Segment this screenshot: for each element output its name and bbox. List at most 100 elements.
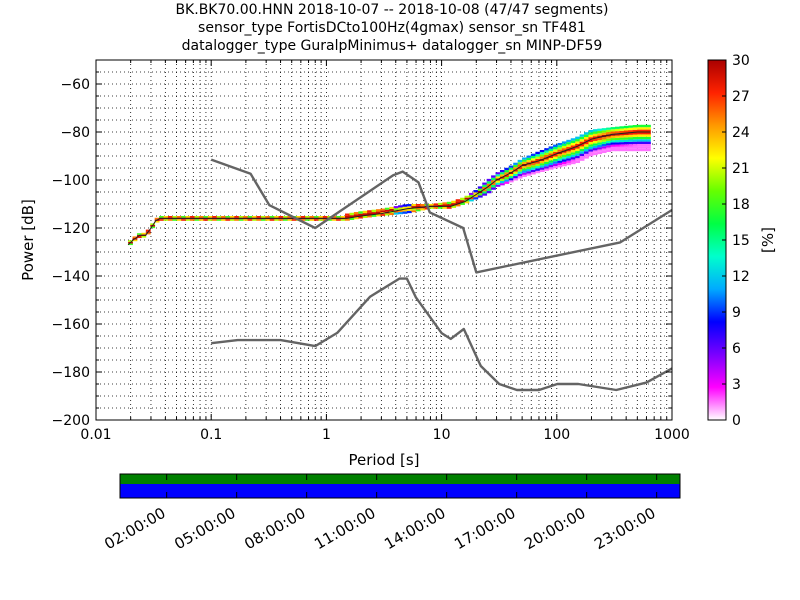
psd-density-cell (256, 219, 262, 221)
psd-density-cell (367, 210, 372, 213)
coverage-bar (120, 484, 680, 498)
psd-density-cell (508, 169, 514, 172)
psd-density-cell (491, 177, 496, 181)
psd-density-cell (535, 151, 541, 155)
psd-density-cell (499, 180, 505, 184)
psd-density-cell (530, 160, 536, 163)
psd-density-cell (570, 152, 576, 155)
psd-density-cell (610, 127, 616, 130)
psd-density-cell (128, 240, 133, 242)
psd-density-cell (495, 184, 501, 187)
psd-density-cell (415, 207, 421, 210)
psd-density-cell (442, 202, 448, 205)
psd-density-cell (597, 137, 603, 141)
x-axis-label: Period [s] (348, 451, 419, 469)
psd-density-cell (610, 135, 616, 139)
psd-density-cell (353, 216, 359, 220)
psd-density-cell (371, 214, 377, 217)
psd-density-cell (167, 219, 173, 221)
psd-density-cell (185, 216, 191, 218)
x-axis: 0.01 0.1 1 10 100 1000 Period [s] (80, 60, 690, 469)
psd-density-cell (238, 216, 244, 218)
psd-density-cell (584, 151, 589, 154)
psd-density-cell (141, 232, 147, 235)
colorbar-tick-label: 6 (732, 341, 741, 357)
psd-density-cell (632, 125, 638, 128)
psd-density-cell (539, 149, 545, 153)
psd-density-cell (473, 197, 479, 200)
psd-density-cell (486, 183, 492, 187)
psd-density-cell (353, 214, 359, 217)
psd-density-cell (548, 158, 554, 161)
psd-density-cell (566, 139, 572, 143)
psd-density-cell (526, 160, 532, 163)
psd-density-cell (176, 216, 182, 218)
psd-density-cell (588, 146, 594, 150)
psd-density-cell (557, 147, 563, 150)
psd-density-cell (442, 206, 448, 209)
psd-density-cell (477, 193, 483, 196)
psd-density-cell (579, 153, 585, 157)
psd-density-cell (402, 206, 408, 210)
psd-density-cell (579, 151, 585, 154)
psd-density-cell (570, 159, 576, 162)
psd-density-cell (575, 143, 581, 147)
psd-density-cell (641, 127, 647, 130)
psd-density-cell (340, 216, 346, 218)
psd-density-cell (150, 223, 156, 225)
psd-density-cell (283, 216, 288, 218)
psd-density-cell (561, 159, 567, 162)
psd-density-cell (623, 135, 629, 138)
psd-density-cell (504, 172, 510, 175)
psd-density-cell (486, 178, 492, 182)
x-tick-label: 1000 (654, 427, 690, 443)
psd-density-cell (566, 162, 572, 166)
psd-density-cell (327, 219, 333, 221)
y-axis-label: Power [dB] (19, 199, 37, 281)
y-tick-label: −140 (52, 269, 90, 285)
psd-density-cell (588, 134, 594, 138)
psd-density-cell (592, 143, 598, 146)
psd-density-cell (597, 147, 603, 150)
title-line-3: datalogger_type GuralpMinimus+ datalogge… (181, 38, 603, 54)
psd-density-cell (610, 138, 616, 141)
psd-density-cell (615, 133, 620, 136)
psd-density-cell (610, 144, 616, 147)
psd-density-cell (646, 132, 651, 135)
psd-density-cell (530, 162, 536, 166)
psd-density-cell (314, 216, 319, 218)
psd-density-cell (641, 146, 647, 149)
psd-density-cell (305, 216, 311, 218)
psd-density-cell (429, 203, 434, 206)
psd-density-cell (420, 204, 426, 207)
psd-density-cell (437, 204, 443, 207)
colorbar-tick-label: 18 (732, 197, 750, 213)
psd-density-cell (544, 148, 550, 151)
psd-density-cell (358, 216, 364, 219)
psd-density-cell (570, 161, 576, 165)
colorbar-tick-label: 0 (732, 413, 741, 429)
psd-density-cell (464, 195, 470, 198)
psd-density-cell (584, 132, 589, 135)
psd-density-cell (632, 146, 638, 149)
psd-density-cell (619, 128, 625, 131)
psd-density-cell (570, 154, 576, 158)
psd-density-cell (203, 219, 209, 221)
time-tick-label: 20:00:00 (521, 504, 588, 553)
psd-density-cell (610, 129, 616, 132)
psd-density-cell (646, 141, 651, 144)
psd-density-cell (482, 184, 488, 187)
psd-density-cell (132, 236, 138, 239)
psd-density-cell (588, 129, 594, 133)
psd-density-cell (504, 167, 510, 171)
psd-density-cell (535, 154, 541, 157)
psd-density-cell (309, 219, 315, 221)
psd-density-cell (588, 137, 594, 140)
psd-density-cell (406, 208, 412, 211)
psd-density-cell (486, 190, 492, 194)
psd-density-cell (606, 147, 612, 150)
psd-density-cell (260, 216, 266, 218)
psd-density-cell (238, 219, 244, 221)
psd-density-cell (499, 178, 505, 181)
psd-density-cell (575, 151, 581, 154)
